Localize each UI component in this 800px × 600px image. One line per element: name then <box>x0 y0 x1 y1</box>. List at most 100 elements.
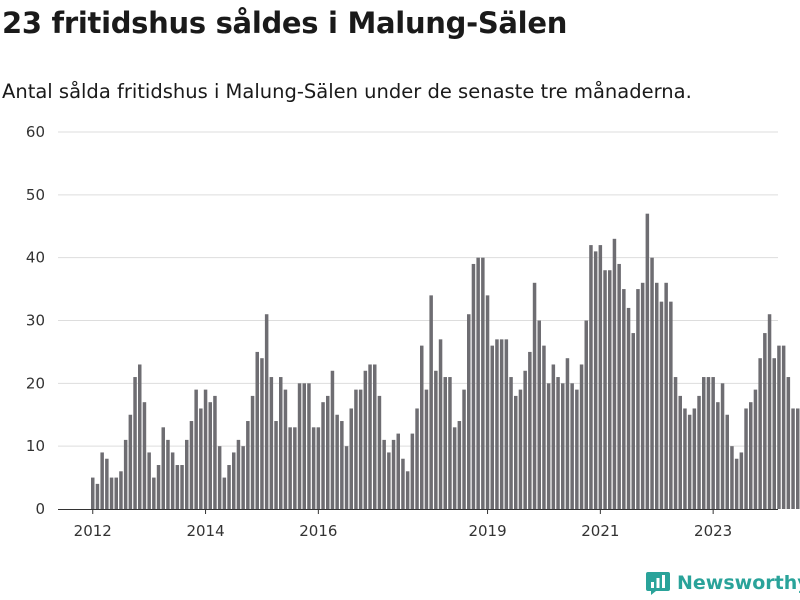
bar <box>147 452 151 509</box>
bar <box>796 408 800 509</box>
x-tick-label: 2014 <box>186 522 224 540</box>
bar <box>405 471 410 509</box>
bar <box>199 408 203 509</box>
bar <box>523 370 527 509</box>
bar <box>246 421 250 509</box>
bar <box>401 458 405 509</box>
bar <box>678 395 682 509</box>
bar <box>612 238 617 509</box>
chart-subtitle: Antal sålda fritidshus i Malung-Sälen un… <box>2 80 692 103</box>
bar <box>532 282 537 509</box>
y-tick-label: 20 <box>26 374 45 392</box>
x-tick-label: 2019 <box>468 522 506 540</box>
bar <box>626 307 631 509</box>
bar <box>683 408 687 509</box>
bar <box>669 301 673 509</box>
bar <box>730 446 734 509</box>
bar <box>763 333 767 509</box>
bar <box>128 414 133 509</box>
bar <box>335 414 339 509</box>
bar <box>208 402 212 509</box>
bar <box>175 465 180 509</box>
bar <box>302 383 306 509</box>
bar <box>617 263 621 509</box>
bar <box>410 433 415 509</box>
bar <box>744 408 748 509</box>
bar <box>133 377 137 509</box>
bar <box>236 439 241 509</box>
bar <box>767 314 772 509</box>
bar <box>593 251 598 509</box>
bar <box>330 370 335 509</box>
bar <box>537 320 541 509</box>
bar <box>772 358 776 509</box>
bar <box>655 282 659 509</box>
bar <box>387 452 391 509</box>
bar <box>598 245 603 509</box>
bar <box>396 433 400 509</box>
bar <box>749 402 753 509</box>
bar <box>283 389 288 509</box>
y-tick-label: 30 <box>26 312 45 330</box>
bar <box>241 446 245 509</box>
bar <box>692 408 697 509</box>
bar <box>161 427 165 509</box>
bar <box>448 377 452 509</box>
bar <box>203 389 208 509</box>
bar <box>279 377 283 509</box>
bar <box>603 270 607 509</box>
bar <box>166 439 170 509</box>
bar <box>716 402 720 509</box>
bar <box>222 477 227 509</box>
bar <box>561 383 565 509</box>
bar <box>170 452 175 509</box>
bar <box>105 458 109 509</box>
bar <box>363 370 368 509</box>
bar <box>217 446 222 509</box>
bar <box>260 358 264 509</box>
bar <box>481 257 485 509</box>
bar <box>358 389 363 509</box>
y-tick-label: 50 <box>26 186 45 204</box>
bar <box>382 439 386 509</box>
bar <box>288 427 292 509</box>
bar <box>91 477 95 509</box>
bar <box>556 377 560 509</box>
bar <box>551 364 556 509</box>
bar <box>349 408 353 509</box>
bar <box>152 477 156 509</box>
bar <box>232 452 236 509</box>
bar <box>264 314 269 509</box>
bar <box>546 383 551 509</box>
bar <box>156 465 161 509</box>
bar <box>528 351 532 509</box>
bar <box>250 395 255 509</box>
bar <box>702 377 706 509</box>
bar <box>640 282 645 509</box>
newsworthy-brand[interactable]: Newsworthy <box>645 570 800 596</box>
bar <box>321 402 325 509</box>
bar <box>326 395 330 509</box>
bar <box>391 439 396 509</box>
bar <box>293 427 297 509</box>
bar <box>213 395 217 509</box>
bar <box>786 377 791 509</box>
bars <box>91 213 800 509</box>
bar <box>499 339 504 509</box>
bar <box>142 402 147 509</box>
bar <box>354 389 358 509</box>
bar <box>725 414 729 509</box>
bar <box>307 383 311 509</box>
y-tick-label: 0 <box>35 500 45 518</box>
bar <box>758 358 762 509</box>
x-axis: 2012201420162019202120232025 <box>58 509 778 540</box>
bar <box>434 370 438 509</box>
bar <box>720 383 725 509</box>
brand-name: Newsworthy <box>677 572 800 594</box>
bar <box>274 421 278 509</box>
bar <box>485 295 490 509</box>
chart-title: 23 fritidshus såldes i Malung-Sälen <box>2 6 568 40</box>
bar <box>467 314 471 509</box>
bar <box>659 301 664 509</box>
